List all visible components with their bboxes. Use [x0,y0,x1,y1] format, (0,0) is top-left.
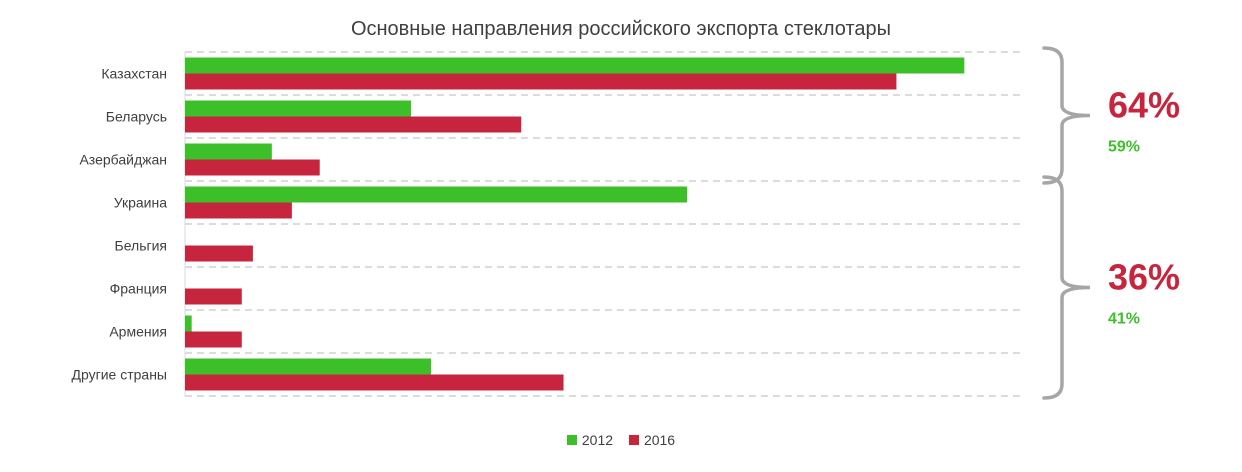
group-share-2012: 41% [1108,311,1140,328]
bar-2016 [185,159,320,176]
bar-2012 [185,143,272,160]
category-label: Беларусь [106,109,167,125]
bar-2016 [185,202,292,219]
legend: 2012 2016 [0,432,1242,448]
legend-swatch-2016 [628,435,639,445]
bar-2016 [185,116,522,133]
bar-2016 [185,331,242,348]
bar-2016 [185,73,897,90]
category-label: Армения [109,324,167,340]
bar-2016 [185,374,564,391]
legend-swatch-2012 [566,435,577,445]
category-label: Украина [114,195,168,211]
bar-2016 [185,245,253,262]
legend-label-2012: 2012 [581,432,614,448]
category-label: Другие страны [72,367,168,383]
bar-2012 [185,358,432,375]
chart-title: Основные направления российского экспорт… [350,18,892,40]
bar-2012 [185,100,412,117]
bar-2012 [185,186,688,203]
group-bracket [1042,46,1091,185]
legend-label-2016: 2016 [643,432,676,448]
category-label: Франция [110,281,167,297]
bar-2012 [185,315,192,332]
bar-2012 [185,57,965,74]
category-label: Казахстан [101,66,167,82]
category-label: Азербайджан [79,152,167,168]
group-share-2016: 36% [1108,257,1180,298]
bar-2016 [185,288,242,305]
category-label: Бельгия [115,238,167,254]
legend-item-2012: 2012 [566,432,614,448]
group-bracket [1042,175,1091,400]
group-share-2012: 59% [1108,139,1140,156]
group-share-2016: 64% [1108,85,1180,126]
legend-item-2016: 2016 [628,432,676,448]
